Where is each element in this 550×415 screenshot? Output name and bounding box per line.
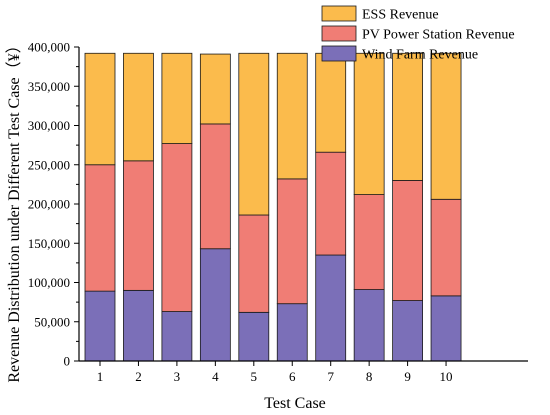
x-axis-title: Test Case: [264, 395, 326, 412]
bar-segment-pv-power-station-revenue-case-3: [161, 143, 193, 312]
x-tick-label: 1: [97, 369, 104, 384]
axes-layer: 0 50,000 100,000 150,000 200,000 250,000 300,0…: [28, 40, 528, 384]
x-tick-label: 7: [327, 369, 334, 384]
y-tick-label: 250,000: [28, 157, 70, 172]
bar-segment-wind-farm-revenue-case-9: [392, 300, 424, 362]
y-tick-label: 350,000: [28, 79, 70, 94]
y-tick-label: 400,000: [28, 40, 70, 55]
y-tick-label: 0: [64, 354, 71, 369]
legend: ESS Revenue PV Power Station Revenue Wind …: [321, 5, 515, 63]
bar-segment-pv-power-station-revenue-case-9: [392, 180, 424, 301]
x-tick-label: 5: [251, 369, 258, 384]
bar-segment-ess-revenue-case-7: [315, 52, 347, 153]
bar-segment-ess-revenue-case-6: [276, 52, 308, 180]
bar-segment-ess-revenue-case-10: [430, 52, 462, 200]
bar-segment-pv-power-station-revenue-case-2: [123, 160, 154, 291]
bar-segment-ess-revenue-case-3: [161, 52, 193, 144]
bar-segment-wind-farm-revenue-case-1: [84, 290, 116, 362]
legend-label-pv-power-station-revenue: PV Power Station Revenue: [362, 28, 515, 43]
bar-segment-pv-power-station-revenue-case-7: [315, 151, 347, 256]
bar-segment-pv-power-station-revenue-case-1: [84, 164, 116, 292]
x-tick-label: 8: [366, 369, 373, 384]
bar-segment-wind-farm-revenue-case-4: [199, 248, 231, 362]
bar-segment-wind-farm-revenue-case-5: [238, 311, 270, 362]
bar-segment-wind-farm-revenue-case-7: [315, 254, 347, 362]
y-axis-title: Revenue Distribution under Different Tes…: [5, 37, 23, 382]
y-tick-label: 150,000: [28, 236, 70, 251]
legend-label-ess-revenue: ESS Revenue: [362, 8, 439, 23]
bar-segment-ess-revenue-case-9: [392, 52, 424, 181]
bar-segment-wind-farm-revenue-case-10: [430, 295, 462, 362]
x-tick-label: 10: [440, 369, 453, 384]
bar-segment-wind-farm-revenue-case-6: [276, 303, 308, 362]
bar-segment-pv-power-station-revenue-case-10: [430, 198, 462, 297]
bars-layer: [84, 52, 462, 362]
y-tick-label: 50,000: [34, 314, 70, 329]
bar-segment-ess-revenue-case-5: [238, 52, 270, 216]
bar-segment-pv-power-station-revenue-case-8: [353, 194, 385, 290]
bar-segment-ess-revenue-case-4: [199, 53, 231, 125]
y-tick-label: 200,000: [28, 197, 70, 212]
bar-segment-pv-power-station-revenue-case-5: [238, 214, 270, 313]
bar-segment-wind-farm-revenue-case-2: [123, 289, 154, 362]
x-tick-label: 4: [212, 369, 219, 384]
bar-segment-ess-revenue-case-8: [353, 52, 385, 195]
bar-segment-ess-revenue-case-1: [84, 52, 116, 166]
x-tick-label: 6: [289, 369, 296, 384]
legend-label-wind-farm-revenue: Wind Farm Revenue: [362, 48, 478, 63]
x-tick-label: 9: [404, 369, 411, 384]
bar-segment-ess-revenue-case-2: [123, 52, 154, 162]
legend-swatch-wind-farm-revenue: [321, 45, 357, 62]
bar-segment-wind-farm-revenue-case-8: [353, 289, 385, 362]
y-tick-label: 300,000: [28, 118, 70, 133]
legend-swatch-pv-power-station-revenue: [321, 25, 357, 42]
y-tick-label: 100,000: [28, 275, 70, 290]
bar-segment-pv-power-station-revenue-case-6: [276, 178, 308, 305]
x-tick-label: 2: [135, 369, 142, 384]
bar-segment-wind-farm-revenue-case-3: [161, 311, 193, 362]
legend-swatch-ess-revenue: [321, 5, 357, 22]
bar-segment-pv-power-station-revenue-case-4: [199, 123, 231, 250]
x-tick-label: 3: [174, 369, 181, 384]
